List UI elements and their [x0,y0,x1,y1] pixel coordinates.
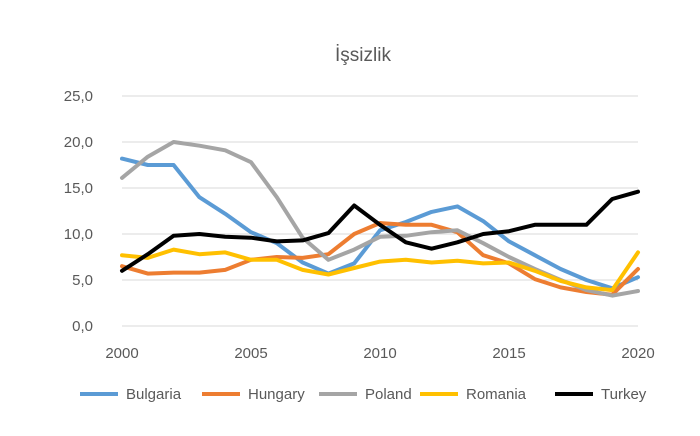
y-axis-ticks: 0,0 5,0 10,0 15,0 20,0 25,0 [64,88,93,335]
legend-label-turkey: Turkey [601,386,647,403]
legend-label-poland: Poland [365,386,412,403]
x-tick-label: 2020 [621,345,654,362]
y-tick-label: 0,0 [72,318,93,335]
y-tick-label: 15,0 [64,180,93,197]
chart-title: İşsizlik [335,45,391,66]
x-tick-label: 2010 [363,345,396,362]
legend-label-bulgaria: Bulgaria [126,386,182,403]
x-tick-label: 2000 [105,345,138,362]
series-lines [120,140,640,298]
x-tick-label: 2015 [492,345,525,362]
series-line-turkey [120,189,640,273]
y-tick-label: 5,0 [72,272,93,289]
series-line-bulgaria [120,156,640,291]
x-tick-label: 2005 [234,345,267,362]
y-tick-label: 10,0 [64,226,93,243]
y-tick-label: 25,0 [64,88,93,105]
legend-label-hungary: Hungary [248,386,305,403]
x-axis-ticks: 2000 2005 2010 2015 2020 [105,345,654,362]
y-tick-label: 20,0 [64,134,93,151]
legend-label-romania: Romania [466,386,527,403]
series-line-romania [120,247,640,293]
legend: Bulgaria Hungary Poland Romania Turkey [80,386,647,403]
